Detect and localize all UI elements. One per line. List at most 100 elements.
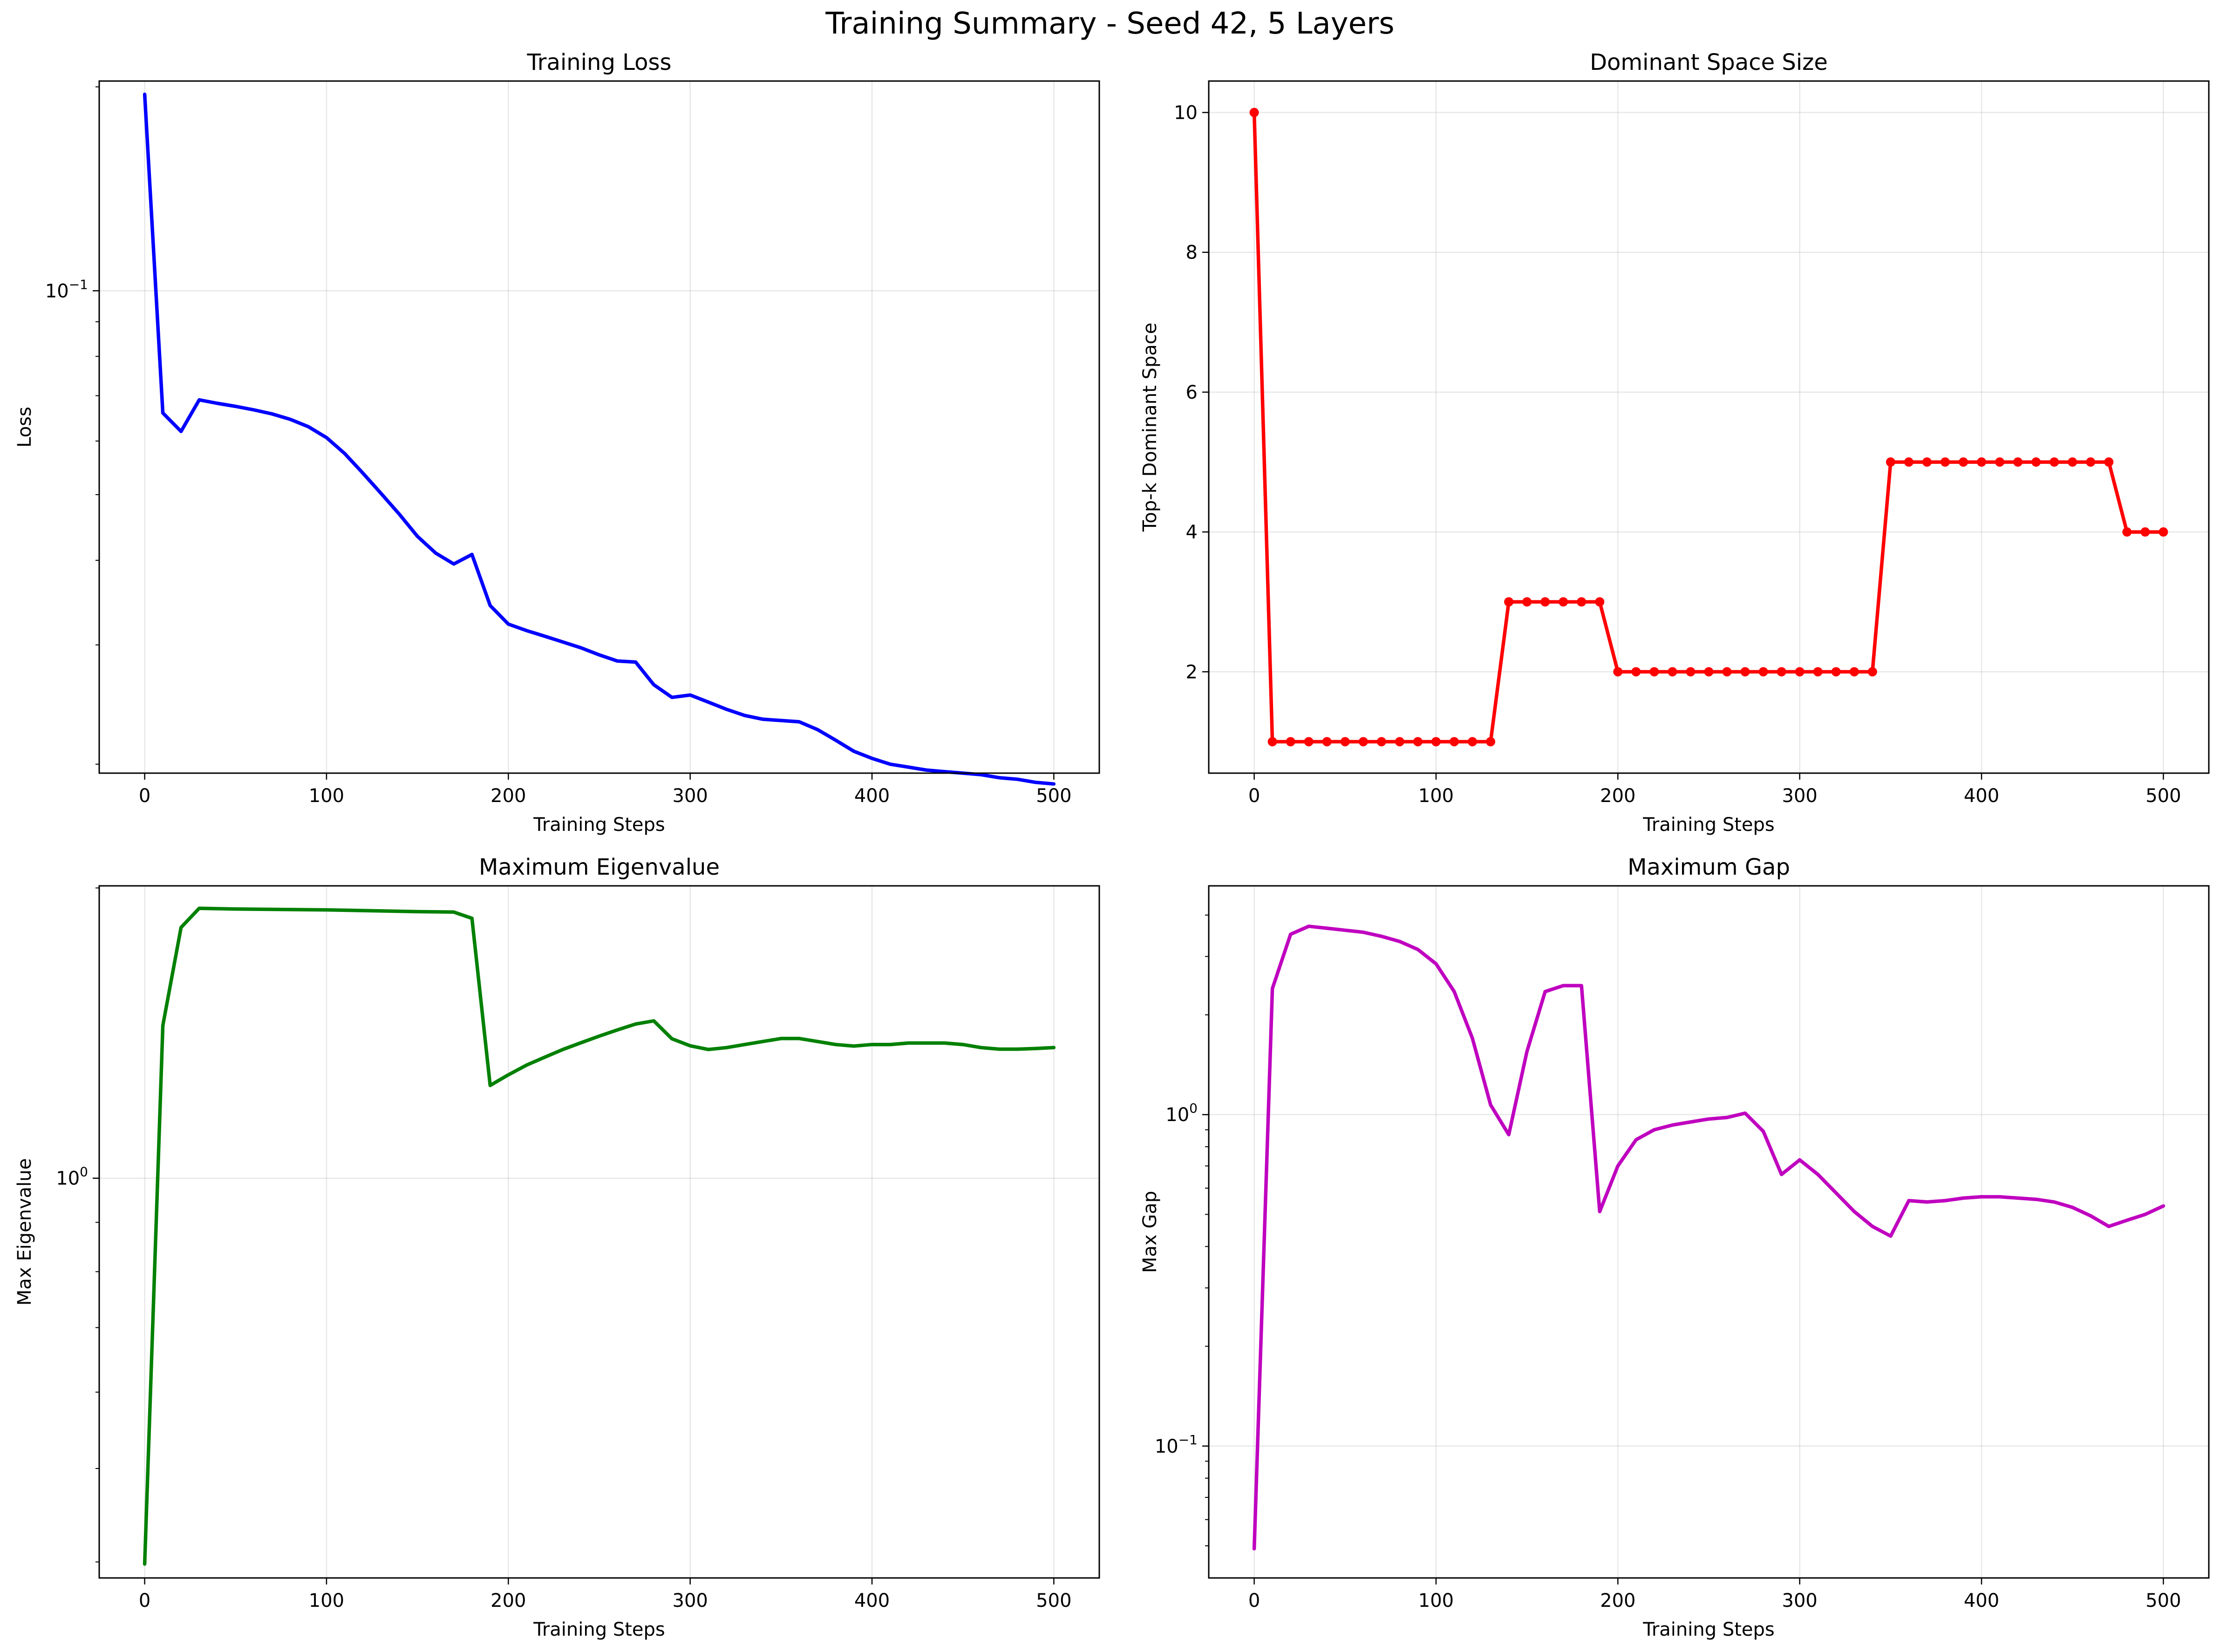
data-point [1959,457,1968,467]
data-point [1849,667,1859,677]
data-point [1813,667,1823,677]
x-tick-label: 400 [854,1590,890,1611]
series-line [1252,110,2166,744]
data-point [1867,667,1877,677]
data-point [2122,527,2132,537]
data-point [1922,457,1932,467]
x-axis-label: Training Steps [1642,814,1774,836]
y-axis-label: Max Gap [1139,1191,1161,1273]
x-tick-label: 500 [1036,1590,1071,1611]
series-line [143,906,1056,1566]
data-point [1740,667,1750,677]
data-point [1522,597,1532,607]
x-axis-label: Training Steps [1642,1619,1774,1640]
data-point [1977,457,1987,467]
data-point [1995,457,2005,467]
data-point [1486,737,1496,747]
x-tick-label: 400 [1964,785,1999,807]
x-tick-label: 0 [1248,785,1260,807]
x-axis-label: Training Steps [533,814,665,836]
data-point [1449,737,1459,747]
data-point [1413,737,1423,747]
axes-frame [1208,885,2210,1579]
x-tick-label: 300 [1782,1590,1818,1611]
subplot-3: 0 100 200 300 400 500 100 Maximum Eigenvalue Tra… [14,854,1100,1640]
data-point [1649,667,1659,677]
y-tick-label: 2 [1186,661,1198,683]
data-point [1304,737,1314,747]
x-tick-label: 400 [854,785,890,807]
data-point [2140,527,2150,537]
data-point [1249,108,1259,117]
series-line [1252,925,2166,1551]
data-point [1686,667,1696,677]
data-point [1631,667,1641,677]
x-tick-label: 300 [1782,785,1818,807]
subplot-2: 0 100 200 300 400 500 2 4 6 8 10 Dominant Space Siz… [1139,49,2210,836]
x-tick-label: 0 [139,1590,150,1611]
data-point [1431,737,1441,747]
data-point [1904,457,1914,467]
x-tick-label: 500 [1036,785,1071,807]
y-tick-label: 100 [1165,1101,1198,1126]
data-point [2013,457,2023,467]
x-tick-label: 100 [309,1590,344,1611]
y-axis-label: Loss [14,407,35,448]
data-point [1795,667,1805,677]
data-point [1577,597,1587,607]
data-point [1758,667,1768,677]
x-tick-label: 200 [1600,1590,1635,1611]
x-tick-label: 300 [673,1590,708,1611]
data-point [1468,737,1478,747]
data-point [1704,667,1714,677]
axes-frame [98,80,1100,774]
data-point [1886,457,1895,467]
subplot-title: Maximum Gap [1628,854,1790,880]
y-tick-label: 10 [1174,102,1198,124]
x-tick-label: 0 [139,785,150,807]
figure-title: Training Summary - Seed 42, 5 Layers [825,7,1395,41]
data-point [1722,667,1732,677]
y-tick-label: 100 [56,1164,88,1190]
x-tick-label: 500 [2145,1590,2181,1611]
data-point [1395,737,1404,747]
x-tick-label: 200 [490,785,526,807]
data-point [1322,737,1332,747]
data-point [1540,597,1550,607]
data-point [1340,737,1350,747]
x-tick-label: 0 [1248,1590,1260,1611]
subplot-title: Dominant Space Size [1590,49,1828,75]
data-point [1831,667,1841,677]
x-tick-label: 200 [490,1590,526,1611]
axes-frame [98,885,1100,1579]
data-point [2031,457,2041,467]
axes-frame [1208,80,2210,774]
y-tick-label: 10−1 [45,277,88,302]
subplot-title: Training Loss [527,49,672,75]
subplot-title: Maximum Eigenvalue [479,854,720,880]
data-point [1613,667,1623,677]
x-tick-label: 100 [309,785,344,807]
x-tick-label: 100 [1418,1590,1454,1611]
data-point [2050,457,2059,467]
series-line [143,92,1056,786]
data-point [2068,457,2077,467]
y-tick-label: 6 [1186,382,1198,403]
data-point [2104,457,2114,467]
data-point [1595,597,1605,607]
data-point [1504,597,1514,607]
data-point [2086,457,2096,467]
subplot-1: 0 100 200 300 400 500 10−1 Training Loss Trainin… [14,49,1100,836]
data-point [1376,737,1386,747]
x-tick-label: 500 [2145,785,2181,807]
x-tick-label: 400 [1964,1590,1999,1611]
data-point [2159,527,2168,537]
y-tick-label: 4 [1186,522,1198,543]
data-point [1559,597,1568,607]
y-axis-label: Top-k Dominant Space [1139,323,1161,532]
data-point [1940,457,1950,467]
x-tick-label: 100 [1418,785,1454,807]
data-point [1358,737,1368,747]
subplot-4: 0 100 200 300 400 500 10−1 100 Maximum Gap Traini… [1139,854,2210,1640]
